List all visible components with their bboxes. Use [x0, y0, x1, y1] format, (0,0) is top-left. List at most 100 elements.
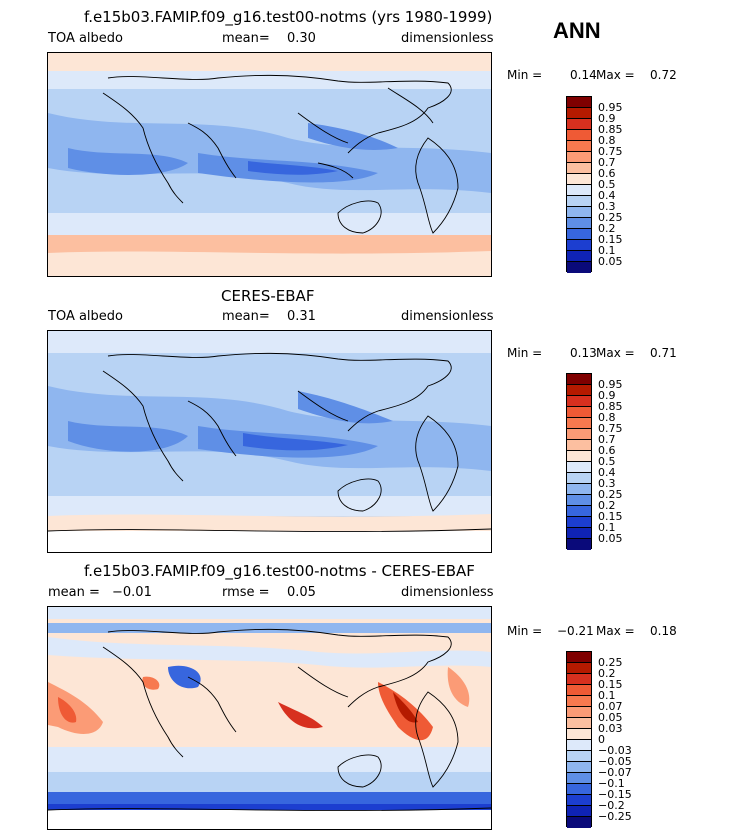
- colorbar-swatch: [567, 484, 591, 495]
- colorbar-tick-label: 0.3: [598, 199, 616, 213]
- colorbar-tick-label: 0.25: [598, 655, 623, 669]
- colorbar-tick-label: 0.9: [598, 388, 616, 402]
- colorbar-tick-label: −0.1: [598, 776, 625, 790]
- colorbar-swatch: [567, 196, 591, 207]
- colorbar-tick-label: 0.25: [598, 210, 623, 224]
- colorbar-tick-label: 0.5: [598, 454, 616, 468]
- panel-3-title: f.e15b03.FAMIP.f09_g16.test00-notms - CE…: [84, 562, 475, 580]
- colorbar-swatch: [567, 539, 591, 550]
- colorbar-tick-label: 0.1: [598, 243, 616, 257]
- colorbar-swatch: [567, 729, 591, 740]
- colorbar-swatch: [567, 97, 591, 108]
- panel-1-title: f.e15b03.FAMIP.f09_g16.test00-notms (yrs…: [84, 8, 493, 26]
- colorbar-tick-label: 0.2: [598, 221, 616, 235]
- panel-2-title: CERES-EBAF: [221, 287, 315, 305]
- panel-3-units: dimensionless: [401, 585, 494, 600]
- panel-3-max-value: 0.18: [650, 624, 677, 638]
- colorbar-swatch: [567, 385, 591, 396]
- colorbar-swatch: [567, 663, 591, 674]
- colorbar-tick-label: 0.1: [598, 688, 616, 702]
- colorbar-tick-label: 0.1: [598, 520, 616, 534]
- colorbar-swatch: [567, 251, 591, 262]
- colorbar-swatch: [567, 718, 591, 729]
- colorbar-swatch: [567, 407, 591, 418]
- colorbar-tick-label: 0.8: [598, 410, 616, 424]
- colorbar-swatch: [567, 262, 591, 273]
- colorbar-swatch: [567, 207, 591, 218]
- colorbar-tick-label: 0.6: [598, 443, 616, 457]
- colorbar-tick-label: −0.05: [598, 754, 632, 768]
- colorbar-swatch: [567, 396, 591, 407]
- colorbar-swatch: [567, 229, 591, 240]
- colorbar-swatch: [567, 108, 591, 119]
- colorbar-swatch: [567, 130, 591, 141]
- panel-1-min-label: Min =: [507, 68, 543, 82]
- colorbar-swatch: [567, 374, 591, 385]
- colorbar-tick-label: 0.7: [598, 155, 616, 169]
- colorbar-swatch: [567, 119, 591, 130]
- colorbar-tick-label: 0.95: [598, 100, 623, 114]
- panel-2-units: dimensionless: [401, 309, 494, 324]
- colorbar-swatch: [567, 762, 591, 773]
- panel-2-map: [47, 330, 492, 553]
- colorbar-tick-label: 0.4: [598, 188, 616, 202]
- panel-3-rmse-value: 0.05: [287, 585, 316, 600]
- colorbar-swatch: [567, 751, 591, 762]
- colorbar-tick-label: 0.25: [598, 487, 623, 501]
- colorbar-tick-label: 0.75: [598, 421, 623, 435]
- colorbar-swatch: [567, 685, 591, 696]
- colorbar-swatch: [567, 517, 591, 528]
- panel-2-mean-label: mean=: [222, 309, 270, 324]
- colorbar-swatch: [567, 806, 591, 817]
- panel-2-variable-label: TOA albedo: [48, 309, 124, 324]
- colorbar-swatch: [567, 218, 591, 229]
- colorbar-tick-label: 0.4: [598, 465, 616, 479]
- colorbar-tick-label: 0.05: [598, 710, 623, 724]
- colorbar-swatch: [567, 185, 591, 196]
- panel-2-min-label: Min =: [507, 346, 543, 360]
- panel-3-max-label: Max =: [596, 624, 635, 638]
- panel-1-variable-label: TOA albedo: [48, 31, 124, 46]
- colorbar-tick-label: 0.5: [598, 177, 616, 191]
- colorbar-swatch: [567, 152, 591, 163]
- colorbar-tick-label: 0.75: [598, 144, 623, 158]
- colorbar-swatch: [567, 440, 591, 451]
- panel-1-colorbar: [566, 96, 592, 273]
- colorbar-swatch: [567, 163, 591, 174]
- colorbar-swatch: [567, 418, 591, 429]
- colorbar-swatch: [567, 174, 591, 185]
- panel-3-mean-value: −0.01: [112, 585, 152, 600]
- colorbar-tick-label: 0.95: [598, 377, 623, 391]
- colorbar-swatch: [567, 495, 591, 506]
- colorbar-tick-label: −0.03: [598, 743, 632, 757]
- colorbar-tick-label: 0.2: [598, 666, 616, 680]
- panel-1-max-value: 0.72: [650, 68, 677, 82]
- panel-3-rmse-label: rmse =: [222, 585, 270, 600]
- colorbar-swatch: [567, 784, 591, 795]
- colorbar-swatch: [567, 451, 591, 462]
- colorbar-swatch: [567, 528, 591, 539]
- colorbar-tick-label: 0.8: [598, 133, 616, 147]
- colorbar-tick-label: −0.15: [598, 787, 632, 801]
- panel-3-map: [47, 606, 492, 830]
- colorbar-tick-label: 0.7: [598, 432, 616, 446]
- panel-1-units: dimensionless: [401, 31, 494, 46]
- colorbar-tick-label: 0.6: [598, 166, 616, 180]
- colorbar-swatch: [567, 141, 591, 152]
- panel-2-mean-value: 0.31: [287, 309, 316, 324]
- panel-1-mean-value: 0.30: [287, 31, 316, 46]
- colorbar-tick-label: 0.15: [598, 677, 623, 691]
- colorbar-swatch: [567, 696, 591, 707]
- panel-1-mean-label: mean=: [222, 31, 270, 46]
- panel-3-min-value: −0.21: [557, 624, 594, 638]
- colorbar-tick-label: 0.15: [598, 509, 623, 523]
- colorbar-tick-label: 0.85: [598, 399, 623, 413]
- colorbar-tick-label: 0.3: [598, 476, 616, 490]
- colorbar-tick-label: 0.9: [598, 111, 616, 125]
- colorbar-tick-label: 0: [598, 732, 605, 746]
- panel-2-colorbar: [566, 373, 592, 550]
- colorbar-tick-label: 0.03: [598, 721, 623, 735]
- panel-3-min-label: Min =: [507, 624, 543, 638]
- colorbar-swatch: [567, 674, 591, 685]
- colorbar-swatch: [567, 240, 591, 251]
